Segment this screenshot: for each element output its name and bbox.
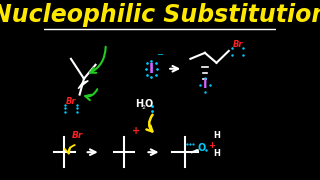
Text: O: O [197,143,205,153]
Text: H: H [135,100,143,109]
Text: I: I [203,78,207,91]
Text: H: H [213,131,220,140]
Text: −: − [156,50,164,59]
Text: I: I [149,62,154,76]
Text: Br: Br [232,40,243,49]
Text: +: + [132,126,140,136]
Text: Br: Br [66,96,76,105]
Text: Nucleophilic Substitution: Nucleophilic Substitution [0,3,320,27]
Text: +: + [209,141,216,150]
Polygon shape [78,81,88,89]
Text: H: H [213,149,220,158]
Text: 2: 2 [141,105,145,111]
Text: O: O [145,100,153,109]
Text: Br: Br [72,131,83,140]
